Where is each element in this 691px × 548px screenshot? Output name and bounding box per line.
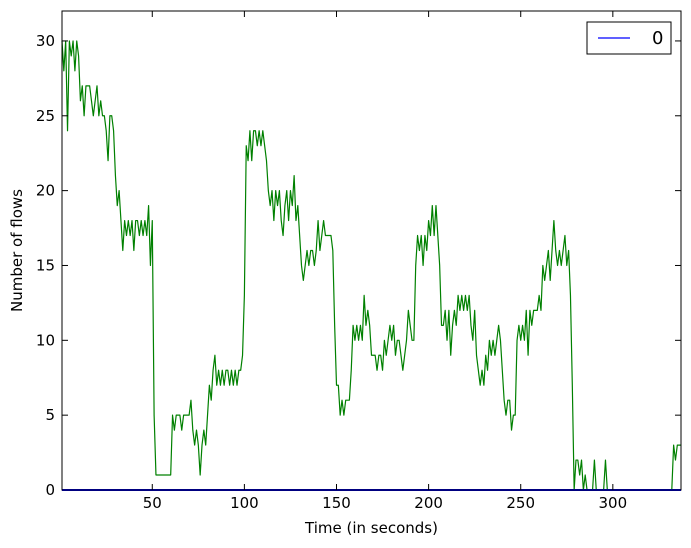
- series-line-1: [61, 40, 681, 491]
- x-tick-label: 200: [414, 494, 443, 512]
- x-tick-label: 300: [599, 494, 628, 512]
- series-layer: [61, 40, 681, 491]
- x-tick-label: 50: [143, 494, 162, 512]
- y-tick-label: 10: [36, 331, 55, 349]
- y-tick-label: 0: [45, 481, 55, 499]
- x-axis-label: Time (in seconds): [304, 519, 438, 537]
- x-tick-label: 150: [322, 494, 351, 512]
- x-tick-label: 250: [506, 494, 535, 512]
- ticks-layer: 50 100 150 200 250 300 0 5 10 15 20 25 30: [36, 11, 681, 512]
- y-tick-label: 25: [36, 107, 55, 125]
- y-tick-label: 15: [36, 256, 55, 274]
- legend-label-series-0: 0: [652, 28, 663, 49]
- y-tick-label: 20: [36, 182, 55, 200]
- y-tick-label: 5: [45, 406, 55, 424]
- x-tick-label: 100: [230, 494, 259, 512]
- legend: 0: [586, 21, 672, 55]
- plot-frame: [61, 10, 682, 491]
- y-axis-label: Number of flows: [8, 189, 26, 312]
- y-tick-label: 30: [36, 32, 55, 50]
